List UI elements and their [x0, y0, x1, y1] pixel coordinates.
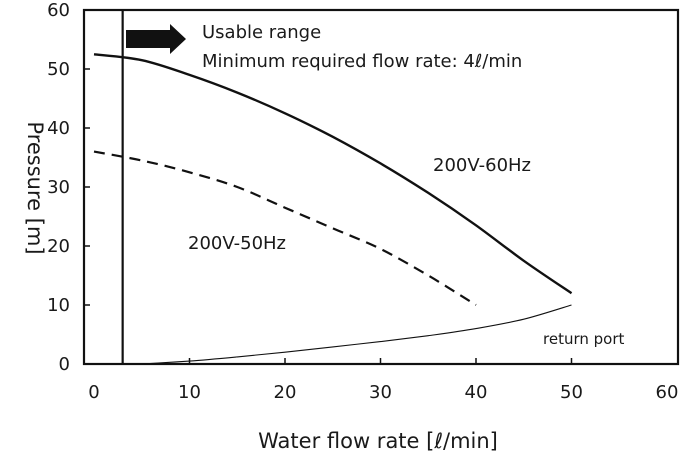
x-axis-title: Water flow rate [ℓ/min] [258, 429, 498, 453]
x-tick-label: 40 [465, 382, 488, 403]
x-tick-label: 50 [560, 382, 583, 403]
usable-range-arrow-icon [126, 24, 186, 54]
x-tick-label: 30 [369, 382, 392, 403]
x-tick-label: 20 [274, 382, 297, 403]
x-tick-label: 10 [178, 382, 201, 403]
y-tick-label: 10 [47, 295, 70, 316]
y-tick-label: 40 [47, 118, 70, 139]
y-tick-label: 60 [47, 0, 70, 21]
series-label-return-port: return port [543, 330, 624, 348]
usable-range-label: Usable range [202, 22, 321, 43]
x-tick-labels: 0 10 20 30 40 50 60 [88, 358, 678, 403]
x-tick-label: 0 [88, 382, 99, 403]
series-label-60hz: 200V-60Hz [433, 155, 531, 176]
y-tick-label: 50 [47, 59, 70, 80]
y-tick-label: 30 [47, 177, 70, 198]
minimum-flow-label: Minimum required flow rate: 4ℓ/min [202, 51, 522, 72]
y-tick-label: 0 [59, 354, 70, 375]
y-tick-labels: 0 10 20 30 40 50 60 [47, 0, 90, 375]
x-tick-label: 60 [656, 382, 679, 403]
series-line-200v-60hz [93, 53, 573, 295]
series-line-200v-50hz [93, 150, 477, 306]
y-tick-label: 20 [47, 236, 70, 257]
series-line-return-port [141, 304, 572, 365]
y-axis-title: Pressure [m] [23, 121, 47, 254]
series-label-50hz: 200V-50Hz [188, 233, 286, 254]
series-lines [93, 53, 573, 365]
